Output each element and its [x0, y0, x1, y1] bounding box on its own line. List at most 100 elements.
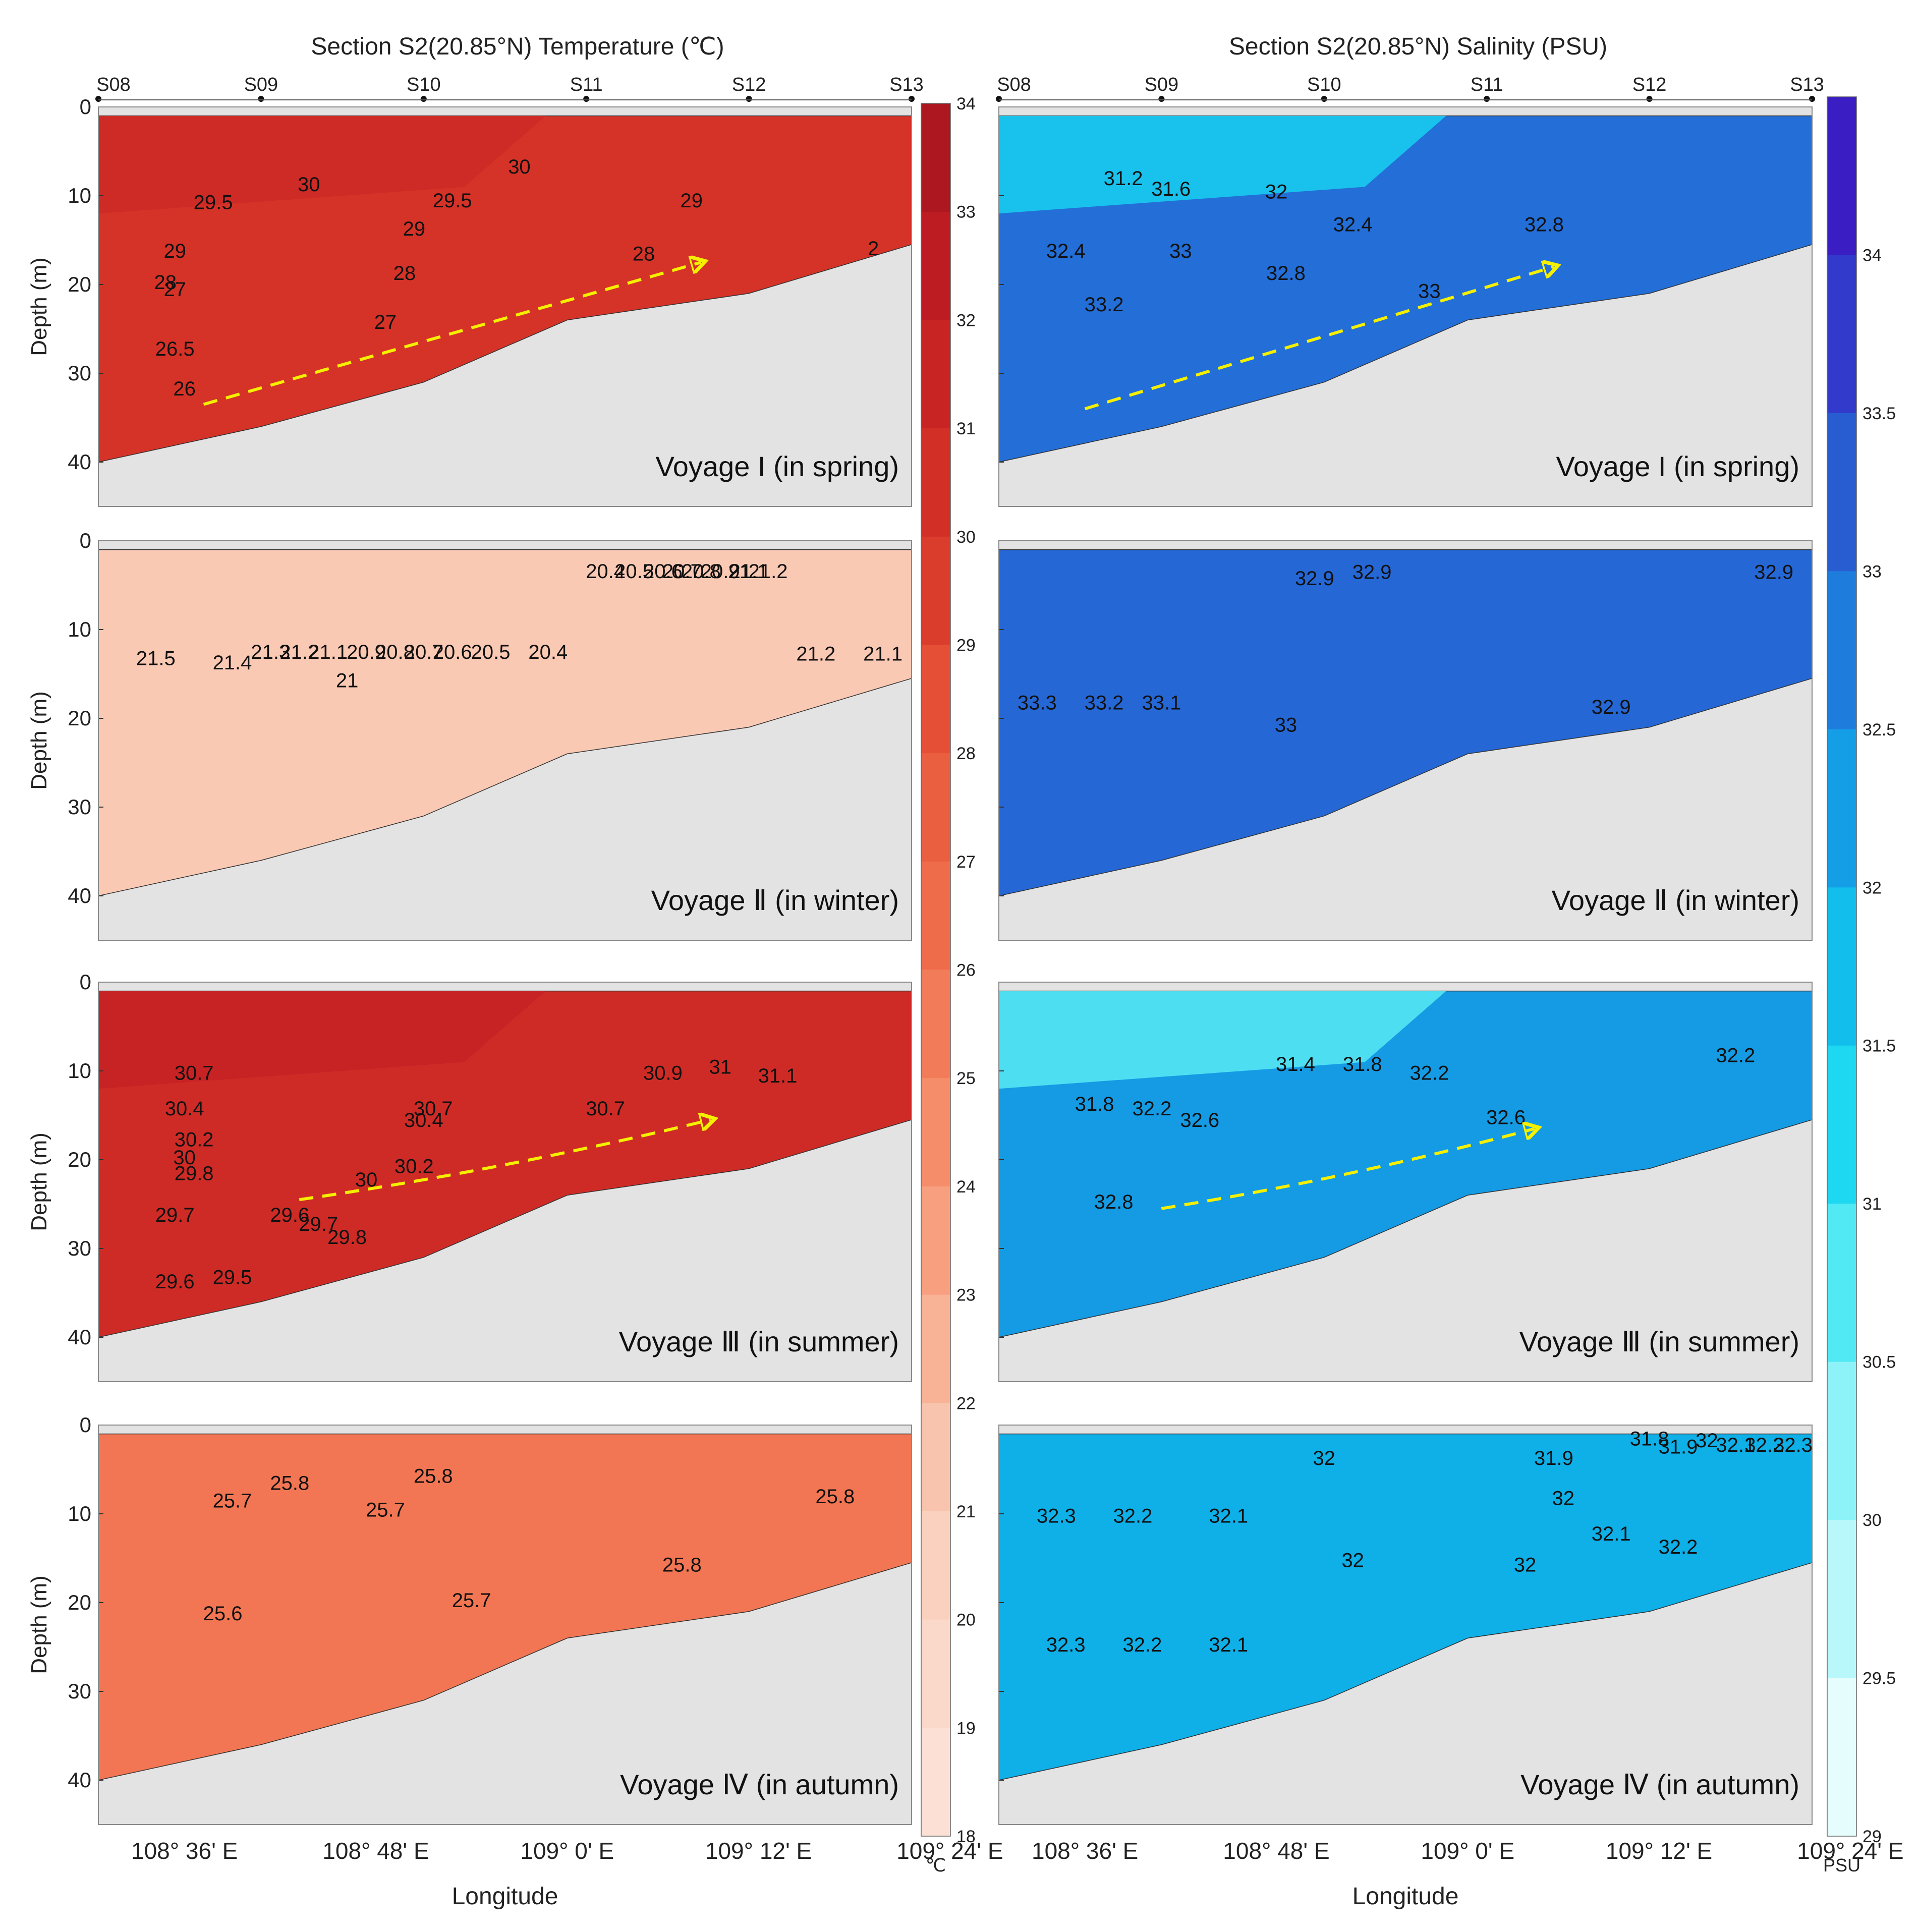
contour-label: 29.5: [194, 191, 233, 213]
station-label: S09: [1145, 74, 1179, 95]
station-marker: [583, 96, 590, 102]
contour-label: 25.8: [270, 1472, 309, 1494]
colorbar-segment: [1827, 1204, 1856, 1362]
colorbar-segment: [921, 970, 950, 1078]
contour-label: 32.3: [1773, 1434, 1813, 1456]
contour-label: 32.2: [1123, 1634, 1162, 1656]
colorbar-label: 25: [956, 1069, 976, 1088]
contour-label: 21.1: [729, 560, 769, 583]
station-label: S08: [96, 74, 131, 95]
contour-label: 21.5: [136, 647, 176, 669]
flow-arrow: [1084, 267, 1554, 411]
panel-frame: [998, 982, 1813, 1382]
colorbar-segment: [1827, 887, 1856, 1046]
contour-label: 25.7: [452, 1589, 491, 1612]
contour-label: 32: [1552, 1487, 1575, 1509]
colorbar-label: 18: [956, 1827, 976, 1846]
flow-arrow: [299, 1120, 710, 1202]
colorbar-segment: [921, 320, 950, 429]
contour-label: 32.2: [1409, 1062, 1449, 1085]
panel-frame: [98, 1425, 912, 1825]
colorbar-segment: [921, 211, 950, 320]
colorbar-label: 34: [956, 94, 976, 113]
panel-frame: [98, 982, 912, 1382]
colorbar-segment: [921, 1403, 950, 1512]
station-label: S13: [1790, 74, 1824, 95]
colorbar-label: 29: [956, 636, 976, 655]
contour-label: 25.8: [662, 1554, 702, 1576]
flow-arrow: [1161, 1128, 1535, 1210]
station-label: S10: [1307, 74, 1341, 95]
y-tick-label: 40: [68, 450, 91, 474]
voyage-label: Voyage I (in spring): [656, 450, 899, 482]
colorbar-label: 31: [1863, 1195, 1882, 1214]
colorbar-label: 30: [1863, 1511, 1882, 1530]
contour-label: 32.4: [1333, 213, 1373, 236]
voyage-label: Voyage Ⅱ (in winter): [1552, 884, 1799, 916]
colorbar-label: 24: [956, 1177, 976, 1197]
colorbar-label: 31.5: [1863, 1037, 1896, 1056]
contour-label: 21: [728, 560, 751, 583]
colorbar-unit: PSU: [1823, 1855, 1860, 1876]
contour-label: 20.9: [347, 641, 386, 663]
contour-label: 20.7: [404, 641, 443, 663]
contour-label: 20.7: [662, 560, 702, 583]
y-tick-label: 10: [68, 1502, 91, 1525]
colorbar-segment: [921, 536, 950, 645]
colorbar-segment: [921, 1511, 950, 1620]
colorbar-label: 34: [1863, 246, 1882, 265]
station-marker: [996, 96, 1002, 102]
colorbar-label: 32: [956, 311, 976, 330]
temperature-figure: Section S2(20.85°N) Temperature (℃) 29.5 3…: [27, 33, 1003, 1910]
x-tick-label: 109° 24' E: [1797, 1838, 1903, 1864]
contour-label: 29.7: [299, 1213, 338, 1235]
panel-4: 25.8 25.8 25.7 25.7 25.8 25.6 25.7 25.8 0 10 20 30 4…: [27, 1413, 912, 1825]
station-label: S09: [244, 74, 278, 95]
station-marker: [420, 96, 427, 102]
panel-frame: [98, 106, 912, 507]
contour-label: 32.9: [1295, 567, 1334, 590]
contour-label: 32.8: [1266, 262, 1306, 285]
contour-label: 20.4: [586, 560, 625, 583]
colorbar-segment: [921, 1728, 950, 1837]
colorbar-label: 30: [956, 528, 976, 547]
y-axis-label: Depth (m): [27, 1132, 51, 1231]
figure-root: Section S2(20.85°N) Temperature (℃) 29.5 3…: [27, 33, 1904, 1910]
contour-label: 32: [1341, 1550, 1364, 1572]
contour-label: 30.7: [414, 1098, 453, 1120]
contour-label: 21.1: [863, 643, 902, 665]
station-marker: [1158, 96, 1165, 102]
contour-label: 20.4: [528, 641, 568, 663]
station-label: S11: [1471, 74, 1503, 95]
contour-label: 26: [173, 378, 196, 400]
station-marker: [1646, 96, 1653, 102]
station-label: S11: [570, 74, 603, 95]
contour-label: 25.7: [213, 1490, 252, 1512]
salinity-figure: Section S2(20.85°N) Salinity (PSU)31.2 31…: [996, 33, 1904, 1910]
contour-label: 30.4: [165, 1098, 204, 1120]
station-marker: [95, 96, 101, 102]
station-label: S10: [407, 74, 441, 95]
contour-label: 20.8: [682, 560, 721, 583]
contour-label: 32.2: [1113, 1505, 1153, 1527]
contour-label: 29.7: [155, 1204, 195, 1226]
contour-label: 27: [374, 311, 397, 333]
contour-label: 31.4: [1276, 1053, 1315, 1075]
station-label: S08: [997, 74, 1031, 95]
panel-2: 32.9 32.9 32.9 33.3 33.2 33.1 33 32.9 Voyage Ⅱ (…: [998, 540, 1813, 941]
colorbar-label: 26: [956, 961, 976, 980]
contour-label: 30.2: [175, 1129, 214, 1151]
flow-arrow: [203, 262, 701, 406]
y-tick-label: 0: [80, 970, 91, 994]
contour-label: 33.1: [1142, 692, 1181, 714]
colorbar-label: 32.5: [1863, 720, 1896, 740]
x-axis-label: Longitude: [1352, 1883, 1459, 1910]
voyage-label: Voyage Ⅳ (in autumn): [1520, 1769, 1799, 1800]
contour-label: 20.9: [701, 560, 740, 583]
contour-label: 30: [173, 1147, 196, 1169]
station-marker: [258, 96, 264, 102]
contour-label: 29.5: [213, 1266, 252, 1288]
contour-label: 32.1: [1209, 1634, 1248, 1656]
